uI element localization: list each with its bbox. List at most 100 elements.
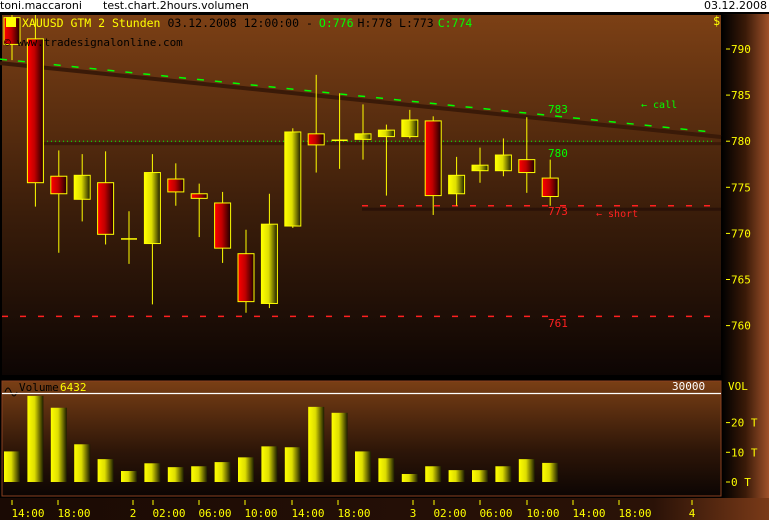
time-tick-label: 18:00 — [57, 507, 90, 520]
volume-bar[interactable] — [425, 466, 442, 482]
volume-bar[interactable] — [74, 444, 91, 482]
candle[interactable] — [284, 128, 302, 228]
volume-bar[interactable] — [214, 462, 231, 482]
candle-body-up — [284, 131, 302, 227]
symbol-label: XAUUSD GTM 2 Stunden — [22, 16, 160, 30]
candle[interactable] — [448, 156, 466, 206]
candle[interactable] — [97, 151, 115, 245]
candle[interactable] — [73, 154, 91, 222]
watermark: © www.tradesignalonline.com — [4, 36, 183, 49]
candle[interactable] — [190, 183, 208, 238]
volume-bar[interactable] — [27, 395, 44, 482]
candle[interactable] — [331, 93, 348, 169]
time-tick-label: 14:00 — [11, 507, 44, 520]
candle[interactable] — [377, 124, 395, 196]
candle[interactable] — [471, 147, 489, 183]
indicator-wave-icon — [4, 387, 18, 397]
candle-body-down — [237, 253, 255, 303]
candle[interactable] — [424, 116, 442, 215]
price-axis[interactable]: 790 785 780 775 770 765 760 — [726, 43, 751, 333]
volume-title: Volume — [19, 381, 59, 394]
candle-body-down — [167, 178, 185, 193]
volume-bar[interactable] — [167, 467, 184, 482]
volume-axis[interactable]: 20 T 10 T 0 T — [726, 417, 758, 489]
candle[interactable] — [518, 117, 536, 193]
volume-bar[interactable] — [308, 406, 325, 482]
time-tick-label: 14:00 — [291, 507, 324, 520]
candle-body-down — [50, 175, 68, 195]
open-value: O:776 — [319, 16, 354, 30]
candles-layer — [3, 15, 559, 313]
candle[interactable] — [26, 15, 44, 207]
volume-bar[interactable] — [401, 473, 418, 482]
level-label-773: 773 — [548, 205, 568, 218]
candle-body-down — [424, 120, 442, 197]
candle[interactable] — [167, 163, 185, 206]
candle[interactable] — [401, 109, 419, 139]
volume-bar[interactable] — [191, 466, 208, 482]
volume-bar[interactable] — [144, 463, 161, 482]
candle-body-up — [401, 119, 419, 138]
price-tick-label: 775 — [731, 181, 751, 194]
candle[interactable] — [237, 229, 255, 313]
time-tick-label: 10:00 — [526, 507, 559, 520]
volume-bar[interactable] — [518, 459, 535, 482]
time-axis[interactable]: 14:00 18:00 2 02:00 06:00 10:00 14:00 18:00 3 02:… — [11, 500, 696, 520]
time-axis-strip — [0, 498, 769, 520]
volume-tick-label: 20 T — [731, 417, 758, 430]
volume-bar[interactable] — [355, 451, 371, 482]
time-tick-label: 3 — [410, 507, 417, 520]
price-tick-label: 780 — [731, 135, 751, 148]
volume-bar[interactable] — [261, 446, 278, 482]
call-trendline[interactable] — [0, 58, 712, 133]
volume-bar[interactable] — [472, 470, 488, 482]
volume-bar[interactable] — [448, 470, 465, 482]
volume-tick-label: 10 T — [731, 446, 758, 459]
timestamp: 03.12.2008 12:00:00 - — [167, 16, 312, 30]
time-tick-label: 4 — [689, 507, 696, 520]
candle[interactable] — [143, 154, 161, 305]
candle[interactable] — [214, 191, 232, 263]
candle-body-up — [494, 154, 512, 172]
volume-bar[interactable] — [4, 451, 20, 482]
levels-layer — [0, 58, 722, 318]
time-tick-label: 10:00 — [244, 507, 277, 520]
user-name: toni.maccaroni — [0, 0, 82, 12]
volume-bar[interactable] — [50, 407, 67, 482]
candle-body-down — [97, 182, 115, 235]
volume-bars-layer — [4, 395, 559, 482]
volume-tick-label: 0 T — [731, 476, 751, 489]
candle[interactable] — [307, 74, 325, 173]
candle-body-up — [143, 172, 161, 245]
short-label: ← short — [596, 209, 638, 220]
candle[interactable] — [50, 150, 68, 253]
candle-body-down — [541, 177, 559, 198]
candle-body-down — [214, 202, 232, 249]
volume-bar[interactable] — [331, 412, 348, 482]
volume-bar[interactable] — [238, 457, 254, 482]
candle-body-up — [471, 164, 489, 172]
volume-bar[interactable] — [121, 471, 137, 482]
candle-body-up — [73, 174, 91, 200]
volume-bar[interactable] — [284, 447, 301, 482]
candle[interactable] — [541, 159, 559, 206]
level-label-783: 783 — [548, 103, 568, 116]
chart-window[interactable]: $ 790 785 780 775 770 765 760 XAUUSD GTM 2 Stu… — [0, 12, 769, 520]
trendline-shadow — [0, 61, 722, 139]
candle[interactable] — [260, 193, 278, 309]
candle[interactable] — [121, 211, 137, 264]
volume-bar[interactable] — [495, 466, 512, 482]
volume-value: 6432 — [60, 381, 87, 394]
candle-body-down — [26, 38, 44, 184]
candle[interactable] — [354, 104, 372, 160]
volume-bar[interactable] — [97, 459, 114, 482]
volume-bar[interactable] — [542, 462, 559, 482]
level-780-shadow — [35, 142, 721, 146]
price-tick-label: 770 — [731, 227, 751, 240]
candle-body-up — [354, 133, 372, 140]
candle-body-up — [377, 129, 395, 138]
price-tick-label: 785 — [731, 89, 751, 102]
volume-max-label: 30000 — [672, 380, 705, 393]
volume-bar[interactable] — [378, 458, 395, 482]
candle[interactable] — [494, 138, 512, 177]
